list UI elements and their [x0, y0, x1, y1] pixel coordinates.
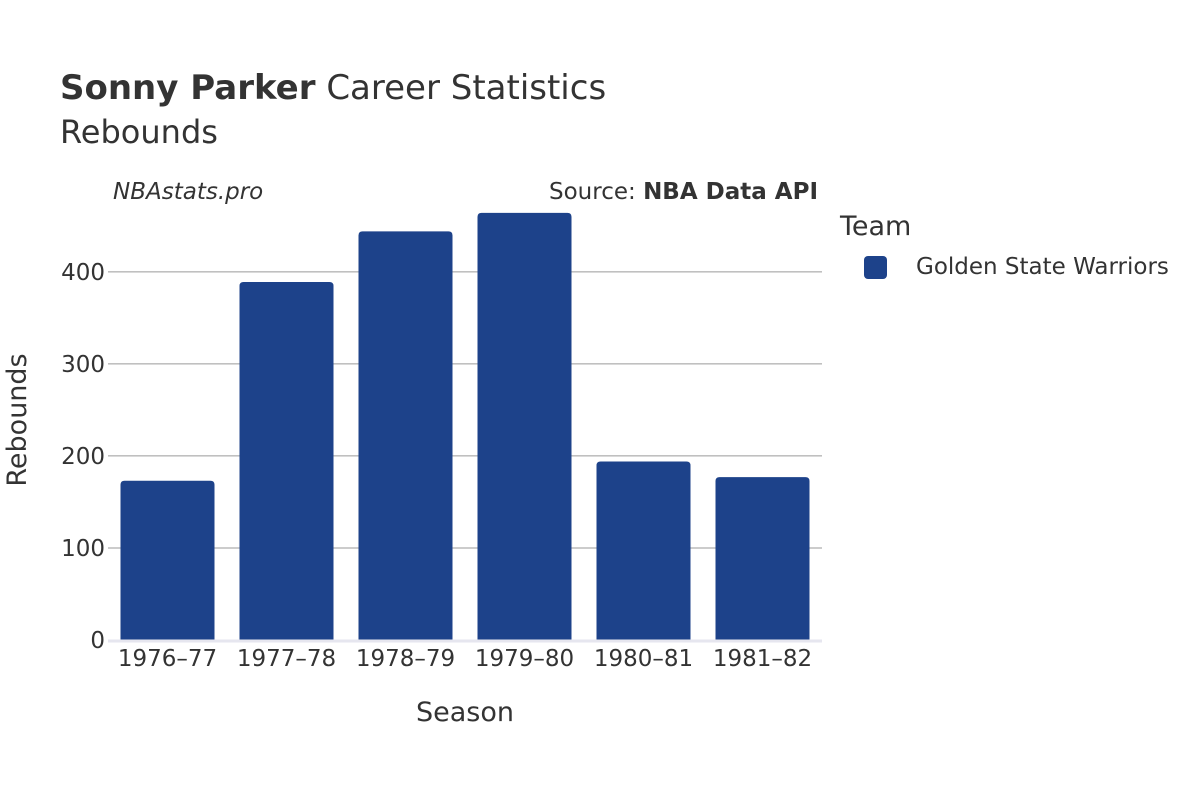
x-tick-label: 1977–78 [237, 646, 336, 672]
bar-1981–82 [715, 477, 810, 640]
chart-title-player: Sonny Parker [60, 68, 316, 108]
y-tick-label: 200 [61, 444, 105, 470]
y-tick-label: 300 [61, 352, 105, 378]
site-credit: NBAstats.pro [113, 179, 264, 205]
y-tick-label: 100 [61, 536, 105, 562]
bar-1978–79 [358, 231, 453, 640]
legend-swatch [864, 255, 887, 279]
y-axis-title: Rebounds [2, 353, 33, 486]
bar-1977–78 [239, 281, 334, 640]
bar-1976–77 [120, 480, 215, 640]
x-tick-label: 1979–80 [475, 646, 574, 672]
bar-1980–81 [596, 461, 691, 640]
y-tick-label: 0 [90, 628, 105, 654]
source-prefix: Source: [549, 179, 644, 205]
legend-label: Golden State Warriors [916, 254, 1169, 280]
bar-1979–80 [477, 212, 572, 641]
legend-item-golden-state-warriors[interactable]: Golden State Warriors [864, 252, 1169, 282]
legend-title: Team [840, 211, 912, 242]
chart-title-rest: Career Statistics [326, 68, 607, 108]
y-tick-label: 400 [61, 260, 105, 286]
chart-subtitle: Rebounds [60, 113, 218, 151]
x-tick-label: 1981–82 [713, 646, 812, 672]
x-axis-title: Season [416, 697, 514, 728]
source-name: NBA Data API [643, 179, 818, 205]
data-source: Source: NBA Data API [549, 177, 818, 207]
x-tick-label: 1978–79 [356, 646, 455, 672]
chart-title: Sonny Parker Career Statistics [60, 68, 606, 108]
x-tick-label: 1976–77 [118, 646, 217, 672]
x-tick-label: 1980–81 [594, 646, 693, 672]
